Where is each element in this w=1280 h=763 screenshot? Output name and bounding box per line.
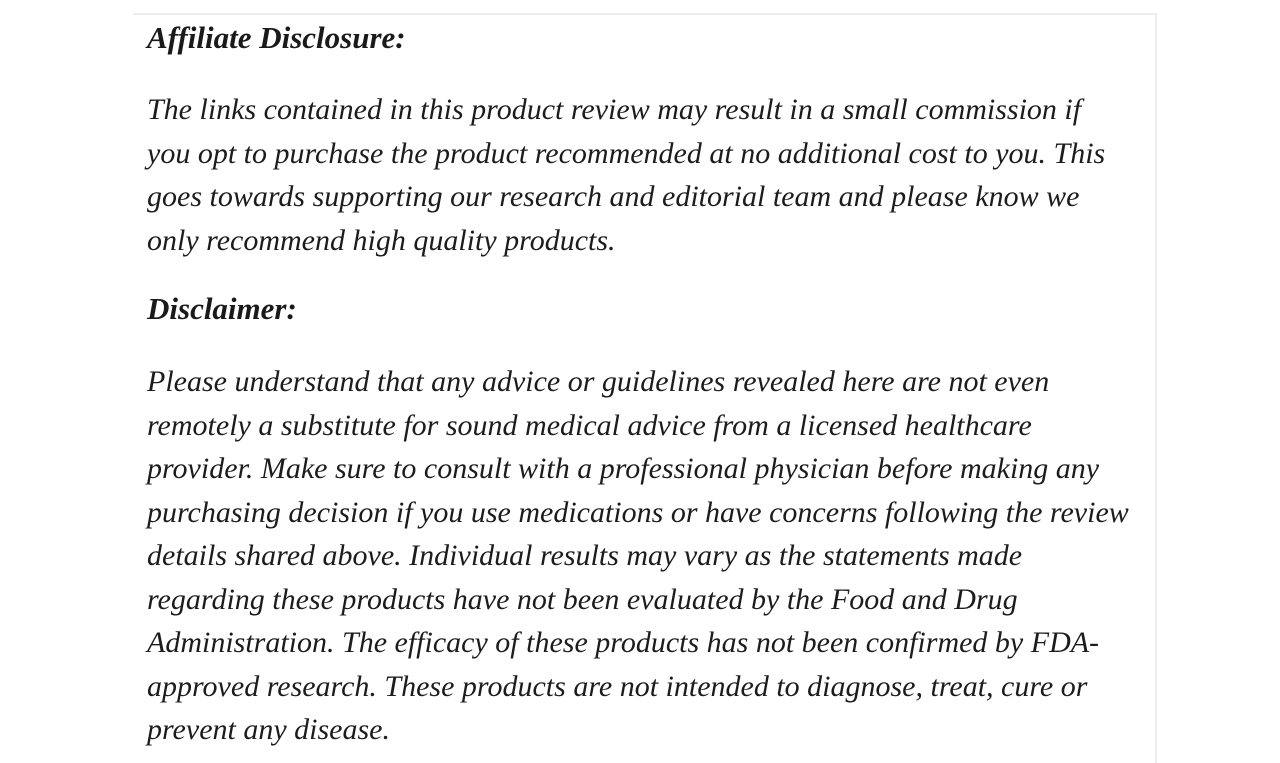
content-top-border: [133, 13, 1155, 15]
paragraph-line: goes towards supporting our research and…: [147, 180, 1080, 213]
paragraph-line: regarding these products have not been e…: [147, 582, 1018, 616]
paragraph-line: remotely a substitute for sound medical …: [147, 408, 1032, 442]
paragraph-line: prevent any disease.: [147, 713, 390, 746]
paragraph-line: details shared above. Individual results…: [147, 539, 1023, 572]
disclaimer-paragraph: Please understand that any advice or gui…: [147, 360, 1162, 752]
paragraph-line: Administration. The efficacy of these pr…: [147, 626, 1100, 659]
disclaimer-heading: Disclaimer:: [147, 291, 297, 326]
paragraph-line: only recommend high quality products.: [147, 223, 616, 257]
affiliate-disclosure-heading: Affiliate Disclosure:: [147, 20, 406, 55]
paragraph-line: you opt to purchase the product recommen…: [147, 136, 1106, 170]
paragraph-line: The links contained in this product revi…: [147, 93, 1082, 126]
paragraph-line: approved research. These products are no…: [147, 669, 1088, 703]
paragraph-line: Please understand that any advice or gui…: [147, 365, 1050, 398]
content-right-border: [1155, 13, 1157, 763]
paragraph-line: provider. Make sure to consult with a pr…: [147, 452, 1100, 485]
paragraph-line: purchasing decision if you use medicatio…: [147, 495, 1129, 529]
affiliate-disclosure-paragraph: The links contained in this product revi…: [147, 88, 1162, 262]
